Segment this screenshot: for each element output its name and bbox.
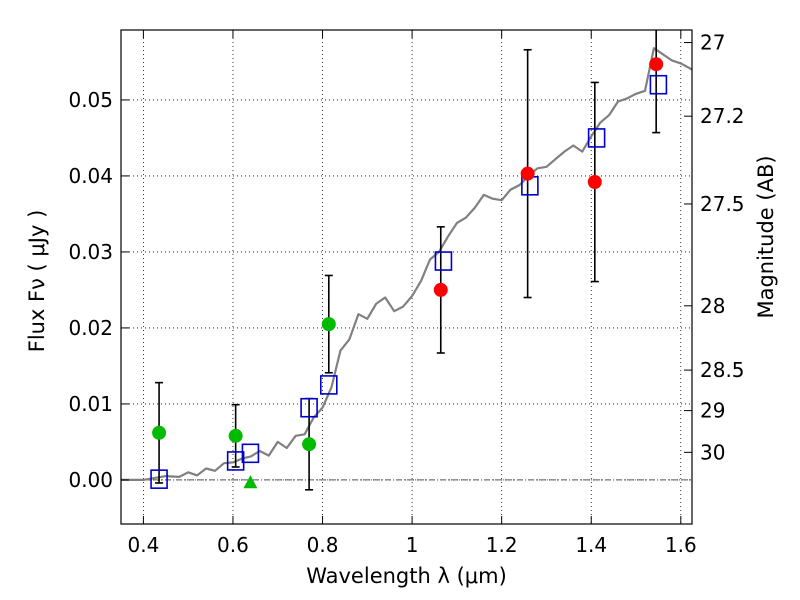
green-point <box>152 425 167 440</box>
blue-square-marker <box>241 443 260 464</box>
right-y-axis-label: Magnitude (AB) <box>754 155 778 318</box>
red-point <box>520 166 535 181</box>
green-point <box>321 317 336 332</box>
magnitude-tick-label: 29 <box>700 399 725 423</box>
magnitude-tick-label: 28.5 <box>700 358 745 382</box>
blue-square-marker <box>587 128 606 148</box>
plot-area <box>121 30 692 491</box>
blue-square-marker <box>150 469 168 489</box>
green-point <box>302 437 317 452</box>
y-tick-label: 0.05 <box>68 88 113 112</box>
magnitude-tick-label: 27.5 <box>700 192 745 216</box>
blue-square-marker <box>649 74 668 95</box>
blue-square-marker <box>300 397 318 418</box>
model-sed-line <box>121 47 692 481</box>
blue-square-marker <box>226 451 245 471</box>
green-triangle-marker <box>243 475 258 489</box>
red-point <box>649 57 664 72</box>
axis-ticks <box>121 30 692 524</box>
x-tick-label: 1.6 <box>665 533 697 557</box>
y-tick-label: 0.01 <box>68 392 113 416</box>
x-tick-label: 1.2 <box>486 533 518 557</box>
x-tick-label: 1.4 <box>575 533 607 557</box>
y-axis-label: Flux Fν ( μJy ) <box>25 210 49 353</box>
y-tick-label: 0.03 <box>68 240 113 264</box>
y-tick-label: 0.00 <box>68 468 113 492</box>
x-tick-label: 1 <box>406 533 419 557</box>
red-point <box>433 282 448 297</box>
blue-square-marker <box>319 375 338 395</box>
magnitude-tick-label: 28 <box>700 294 725 318</box>
magnitude-tick-label: 27 <box>700 31 725 55</box>
grid-lines <box>121 30 692 524</box>
green-point <box>228 428 243 443</box>
y-tick-label: 0.02 <box>68 316 113 340</box>
blue-square-marker <box>434 251 453 271</box>
red-point <box>587 175 602 189</box>
plot-frame <box>120 29 693 525</box>
x-tick-label: 0.4 <box>127 533 159 557</box>
x-tick-label: 0.8 <box>307 533 339 557</box>
x-axis-label: Wavelength λ (μm) <box>306 564 507 588</box>
magnitude-tick-label: 27.2 <box>700 104 745 128</box>
magnitude-tick-label: 30 <box>700 440 725 464</box>
x-tick-label: 0.6 <box>217 533 249 557</box>
y-tick-label: 0.04 <box>68 164 113 188</box>
